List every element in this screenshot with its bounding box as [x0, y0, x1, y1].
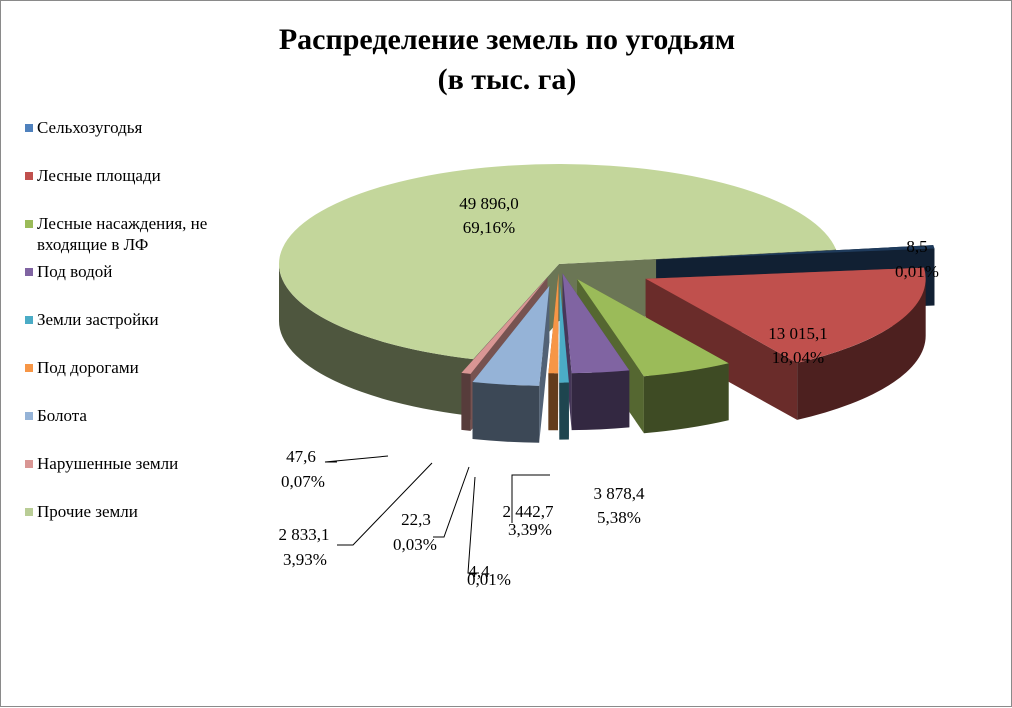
legend-swatch [25, 268, 33, 276]
legend-swatch [25, 412, 33, 420]
data-label-value-built-up: 4,4 [468, 562, 490, 581]
data-label-percent-disturbed: 0,07% [281, 472, 325, 491]
leader-line-roads [433, 466, 470, 538]
chart-title: Распределение земель по угодьям [278, 23, 736, 56]
legend-item-other: Прочие земли [25, 501, 265, 522]
pie-slices [279, 163, 935, 443]
legend-label: Земли застройки [37, 310, 159, 329]
data-label-value-swamps: 2 833,1 [279, 525, 330, 544]
chart-subtitle: (в тыс. га) [437, 63, 577, 96]
legend-item-disturbed: Нарушенные земли [25, 453, 265, 474]
legend-swatch [25, 508, 33, 516]
legend-item-forest-areas: Лесные площади [25, 165, 265, 186]
legend-label: Лесные площади [37, 166, 161, 185]
slice-built-up [559, 282, 569, 440]
data-label-value-other: 49 896,0 [459, 194, 519, 213]
leader-lines [324, 455, 550, 574]
data-label-percent-roads: 0,03% [393, 535, 437, 554]
legend-item-water: Под водой [25, 261, 265, 282]
legend-item-built-up: Земли застройки [25, 309, 265, 330]
data-label-value-roads: 22,3 [401, 510, 431, 529]
leader-line-water [511, 474, 550, 523]
legend-swatch [25, 172, 33, 180]
legend-label: Нарушенные земли [37, 454, 179, 473]
legend-label: Лесные насаждения, не входящие в ЛФ [37, 214, 208, 254]
legend-label: Прочие земли [37, 502, 138, 521]
data-label-percent-forest-areas: 18,04% [772, 348, 824, 367]
data-label-value-forest-plantings: 3 878,4 [594, 484, 646, 503]
data-label-value-forest-areas: 13 015,1 [768, 324, 828, 343]
data-label-percent-built-up: 0,01% [467, 570, 511, 589]
legend-item-roads: Под дорогами [25, 357, 265, 378]
legend-item-agricultural: Сельхозугодья [25, 117, 265, 138]
legend-swatch [25, 220, 33, 228]
legend-label: Болота [37, 406, 87, 425]
legend-label: Под дорогами [37, 358, 139, 377]
legend-item-swamps: Болота [25, 405, 265, 426]
data-label-percent-agricultural: 0,01% [895, 262, 939, 281]
slice-water [562, 273, 630, 431]
leader-line-swamps [337, 462, 433, 546]
slice-roads [548, 273, 559, 431]
legend-label: Под водой [37, 262, 113, 281]
legend-item-forest-plantings: Лесные насаждения, не входящие в ЛФ [25, 213, 265, 255]
data-label-value-agricultural: 8,5 [906, 237, 927, 256]
data-label-percent-water: 3,39% [508, 520, 552, 539]
leader-line-built-up [467, 476, 479, 574]
data-label-value-disturbed: 47,6 [286, 447, 316, 466]
legend-swatch [25, 364, 33, 372]
legend-swatch [25, 316, 33, 324]
slice-forest-areas [645, 267, 926, 420]
data-label-percent-other: 69,16% [463, 218, 515, 237]
leader-line-disturbed [324, 455, 389, 463]
legend-swatch [25, 124, 33, 132]
data-label-percent-forest-plantings: 5,38% [597, 508, 641, 527]
slice-swamps [472, 285, 550, 443]
legend-label: Сельхозугодья [37, 118, 143, 137]
data-label-percent-swamps: 3,93% [283, 550, 327, 569]
data-label-value-water: 2 442,7 [503, 502, 555, 521]
data-labels: 8,5 0,01% 13 015,1 18,04% 3 878,4 5,38% 2 442,… [279, 194, 939, 589]
legend-swatch [25, 460, 33, 468]
